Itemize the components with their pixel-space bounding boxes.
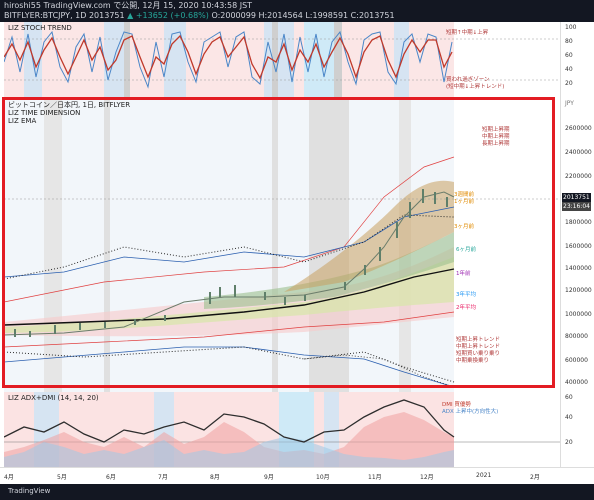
time-tick: 10月 <box>316 474 330 481</box>
label-3weeks: 3週間前 <box>454 192 474 198</box>
adx-panel[interactable]: LIZ ADX+DMI (14, 14, 20) DMI 買優勢 ADX 上昇中… <box>4 392 560 467</box>
tradingview-logo[interactable]: TradingView <box>8 487 51 495</box>
stoch-label-overbought: 買われ過ぎゾーン <box>446 77 490 83</box>
last-price: 2013751 <box>88 11 125 20</box>
chart-header: hiroshi55 TradingView.com で公開, 12月 15, 2… <box>0 0 594 22</box>
time-tick: 7月 <box>158 474 168 481</box>
price-plot <box>4 97 560 392</box>
time-tick: 2月 <box>530 474 540 481</box>
stoch-axis[interactable]: 100 80 60 40 20 <box>560 22 594 97</box>
time-tick: 6月 <box>106 474 116 481</box>
label-mid-up: 中期上昇期 <box>482 134 510 140</box>
label-short-up: 短期上昇期 <box>482 127 510 133</box>
stoch-tick: 20 <box>565 80 573 87</box>
stoch-tick: 60 <box>565 52 573 59</box>
countdown-label: 23:16:04 <box>562 202 591 211</box>
stoch-label-subtrend: (短中期↓上昇トレンド) <box>446 84 505 90</box>
last-price-label: 2013751 <box>562 193 591 202</box>
adx-legend-adx: ADX 上昇中(方向性大) <box>442 409 499 415</box>
time-tick: 12月 <box>420 474 434 481</box>
bottom-label-3: 短期買い乗り乗り <box>456 351 501 357</box>
price-tick: 1800000 <box>565 219 592 226</box>
stoch-tick: 100 <box>565 24 577 31</box>
price-axis[interactable]: JPY 2600000 2400000 2200000 1800000 1600… <box>560 97 594 392</box>
currency-label: JPY <box>565 100 574 107</box>
time-axis[interactable]: 4月 5月 6月 7月 8月 9月 10月 11月 12月 2021 2月 <box>0 467 594 485</box>
label-2year: 2年平均 <box>456 305 476 311</box>
label-1month: 1ヶ月前 <box>454 199 474 205</box>
stoch-label-trend: 短期↑中期↓上昇 <box>446 30 489 36</box>
price-tick: 400000 <box>565 379 588 386</box>
adx-title: LIZ ADX+DMI (14, 14, 20) <box>8 394 99 402</box>
price-tick: 1000000 <box>565 311 592 318</box>
stoch-tick: 40 <box>565 66 573 73</box>
time-tick: 11月 <box>368 474 382 481</box>
price-title-line1: ビットコイン／日本円, 1日, BITFLYER <box>8 101 131 109</box>
price-title-line2: LIZ TIME DIMENSION <box>8 109 81 117</box>
symbol-line: BITFLYER:BTCJPY, 1D 2013751 ▲ +13652 (+0… <box>4 11 395 21</box>
symbol: BITFLYER:BTCJPY, 1D <box>4 11 87 20</box>
label-long-up: 長期上昇期 <box>482 141 510 147</box>
bottom-label-1: 短期上昇トレンド <box>456 337 501 343</box>
time-tick: 9月 <box>264 474 274 481</box>
stoch-plot <box>4 22 560 97</box>
time-tick: 2021 <box>476 472 492 479</box>
adx-plot <box>4 392 560 467</box>
adx-legend-dmi: DMI 買優勢 <box>442 402 471 408</box>
bottom-label-2: 中期上昇トレンド <box>456 344 501 350</box>
label-3months: 3ヶ月前 <box>454 224 474 230</box>
ohlc-values: O:2000099 H:2014564 L:1998591 C:2013751 <box>211 11 395 20</box>
price-tick: 800000 <box>565 333 588 340</box>
publish-info: hiroshi55 TradingView.com で公開, 12月 15, 2… <box>4 1 253 10</box>
adx-axis[interactable]: 60 40 20 <box>560 392 594 467</box>
adx-tick: 60 <box>565 394 573 401</box>
stoch-panel[interactable]: LIZ STOCH TREND 短期↑中期↓上昇 買われ過ぎゾーン (短中期↓上… <box>4 22 560 97</box>
stoch-title: LIZ STOCH TREND <box>8 24 72 32</box>
price-change: ▲ +13652 (+0.68%) <box>127 11 209 20</box>
price-tick: 2200000 <box>565 173 592 180</box>
price-panel[interactable]: ビットコイン／日本円, 1日, BITFLYER LIZ TIME DIMENS… <box>4 97 560 392</box>
price-tick: 2600000 <box>565 125 592 132</box>
price-tick: 2400000 <box>565 149 592 156</box>
label-6months: 6ヶ月前 <box>456 247 476 253</box>
adx-tick: 20 <box>565 439 573 446</box>
label-3year: 3年平均 <box>456 292 476 298</box>
bottom-label-4: 中期乗換乗り <box>456 358 490 364</box>
price-title-line3: LIZ EMA <box>8 117 37 125</box>
price-tick: 1600000 <box>565 243 592 250</box>
footer-bar: TradingView <box>0 484 594 500</box>
price-tick: 600000 <box>565 357 588 364</box>
label-1year: 1年前 <box>456 271 471 277</box>
adx-tick: 40 <box>565 414 573 421</box>
price-tick: 1400000 <box>565 265 592 272</box>
time-tick: 4月 <box>4 474 14 481</box>
stoch-tick: 80 <box>565 38 573 45</box>
time-tick: 8月 <box>210 474 220 481</box>
price-tick: 1200000 <box>565 287 592 294</box>
time-tick: 5月 <box>57 474 67 481</box>
